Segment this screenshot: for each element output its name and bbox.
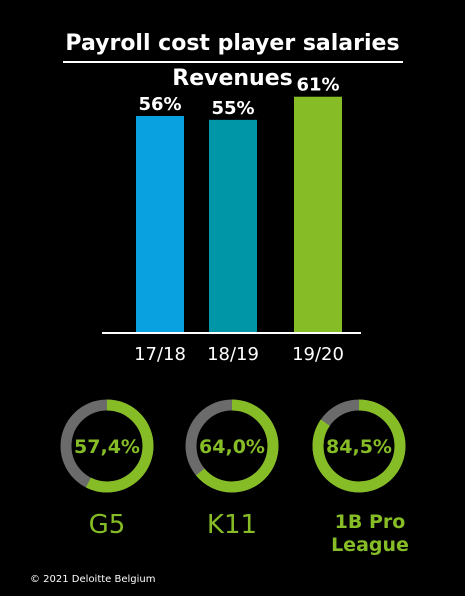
donut-value-arc bbox=[185, 399, 279, 493]
bar-data-label: 56% bbox=[138, 94, 181, 115]
bar-chart: 56% 17/18 55% 18/19 61% 19/20 bbox=[134, 75, 344, 365]
league-label-1b-pro-league: 1B Pro League bbox=[300, 511, 440, 557]
league-label-k11: K11 bbox=[206, 510, 258, 540]
donut-value-arc bbox=[60, 399, 154, 493]
copyright-footer: © 2021 Deloitte Belgium bbox=[30, 574, 156, 585]
bar-19-20 bbox=[294, 96, 342, 332]
donut-value-label: 84,5% bbox=[326, 436, 392, 458]
league-label-line: 1B Pro bbox=[334, 511, 406, 533]
league-label-line: League bbox=[331, 534, 409, 556]
x-tick-label: 17/18 bbox=[134, 344, 186, 365]
bar-18-19 bbox=[209, 119, 257, 332]
bar-data-label: 55% bbox=[211, 98, 254, 119]
league-label-g5: G5 bbox=[88, 510, 126, 540]
donut-value-label: 64,0% bbox=[199, 436, 265, 458]
donut-value-label: 57,4% bbox=[74, 436, 140, 458]
fraction-divider bbox=[63, 61, 403, 63]
donut-value-arc bbox=[312, 399, 406, 493]
x-tick-label: 19/20 bbox=[292, 344, 344, 365]
bar-17-18 bbox=[136, 116, 184, 332]
chart-title-denominator: Revenues bbox=[172, 66, 293, 91]
x-tick-label: 18/19 bbox=[207, 344, 259, 365]
donut-charts: 57,4% 64,0% 84,5% bbox=[60, 399, 406, 493]
bar-data-label: 61% bbox=[296, 75, 339, 96]
chart-title-numerator: Payroll cost player salaries bbox=[65, 31, 400, 56]
